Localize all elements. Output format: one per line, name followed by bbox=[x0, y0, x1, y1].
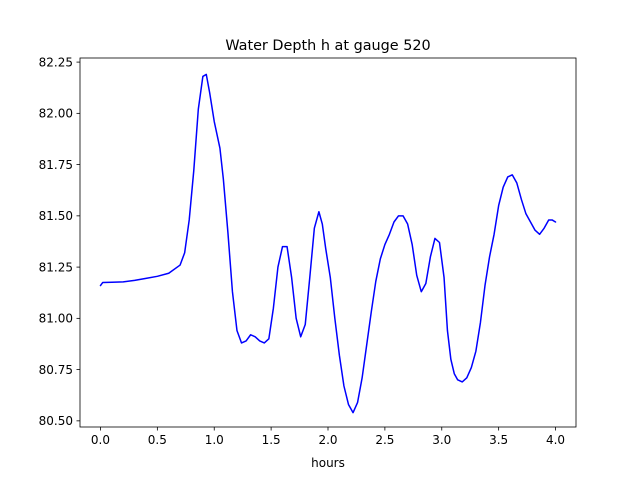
x-axis-label: hours bbox=[311, 456, 345, 470]
x-tick-label: 2.0 bbox=[318, 433, 337, 447]
y-tick-label: 81.75 bbox=[39, 158, 73, 172]
x-tick-label: 3.5 bbox=[489, 433, 508, 447]
x-tick-label: 2.5 bbox=[375, 433, 394, 447]
x-tick-label: 1.5 bbox=[262, 433, 281, 447]
chart-title: Water Depth h at gauge 520 bbox=[225, 38, 430, 54]
plot-area: 0.0 0.5 1.0 1.5 2.0 2.5 3.0 3.5 4.0 80.50 80.75 81.… bbox=[39, 55, 577, 447]
x-tick-label: 1.0 bbox=[205, 433, 224, 447]
series-line-0 bbox=[99, 73, 557, 414]
x-tick-label: 4.0 bbox=[546, 433, 565, 447]
x-tick-label: 0.0 bbox=[91, 433, 110, 447]
y-tick-label: 82.00 bbox=[39, 107, 73, 121]
y-tick-label: 80.50 bbox=[39, 414, 73, 428]
x-tick-label: 3.0 bbox=[432, 433, 451, 447]
y-tick-label: 82.25 bbox=[39, 55, 73, 69]
x-tick-label: 0.5 bbox=[148, 433, 167, 447]
y-tick-label: 80.75 bbox=[39, 363, 73, 377]
y-tick-label: 81.00 bbox=[39, 312, 73, 326]
y-tick-label: 81.50 bbox=[39, 209, 73, 223]
y-tick-label: 81.25 bbox=[39, 260, 73, 274]
